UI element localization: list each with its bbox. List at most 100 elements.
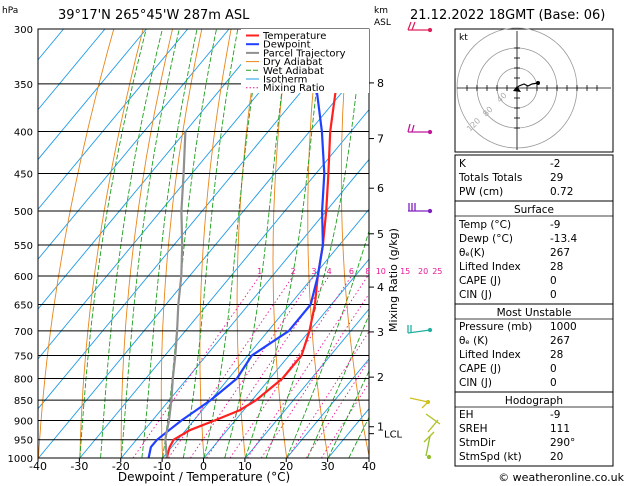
legend-label: Wet Adiabat: [263, 66, 324, 77]
km-unit-label: km: [374, 6, 388, 16]
surface-li-value: 28: [550, 261, 563, 273]
surface-temp-value: -9: [550, 219, 560, 231]
wind-barbs: [407, 21, 441, 460]
wind-barb-700: [407, 325, 433, 334]
hodograph-storm-marker: [513, 86, 521, 92]
isotherm-line: [120, 158, 369, 458]
eh-value: -9: [550, 409, 560, 421]
isotherm-line: [38, 29, 271, 310]
km-tick-label: 1: [377, 421, 384, 434]
temperature-tick-label: 0: [200, 460, 207, 473]
wet-adiabat-line: [306, 313, 369, 458]
y-axis-right-title: Mixing Ratio (g/kg): [387, 228, 400, 332]
isotherm-line: [245, 308, 369, 458]
temperature-tick-label: -30: [70, 460, 88, 473]
temperature-tick-label: 30: [321, 460, 335, 473]
mixing-ratio-line: [286, 330, 369, 458]
pressure-tick-label: 550: [14, 241, 33, 252]
pressure-tick-label: 850: [14, 396, 33, 407]
pressure-tick-label: 400: [14, 128, 33, 139]
isotherm-line: [38, 29, 230, 260]
mu-pressure-value: 1000: [550, 321, 577, 333]
surface-cin-value: 0: [550, 289, 557, 301]
copyright-text: © weatheronline.co.uk: [498, 471, 624, 484]
sreh-label: SREH: [459, 423, 488, 435]
mixing-ratio-label: 6: [349, 267, 354, 276]
wet-adiabat-line: [79, 29, 147, 458]
wet-adiabat-line: [203, 29, 263, 458]
mu-cape-label: CAPE (J): [459, 363, 501, 375]
series-dewpoint: [147, 29, 326, 458]
pw-value: 0.72: [550, 186, 573, 198]
wind-barb-850: [409, 397, 431, 409]
dry-adiabat-line: [38, 29, 115, 458]
mixing-ratio-label: 20: [418, 267, 428, 276]
isotherm-line: [203, 258, 369, 458]
temperature-tick-label: -20: [112, 460, 130, 473]
wind-barb-300: [407, 21, 433, 33]
legend-label: Isotherm: [263, 75, 307, 86]
isotherm-line: [38, 29, 106, 111]
pressure-tick-label: 750: [14, 352, 33, 363]
mixing-ratio-label: 8: [365, 267, 370, 276]
surface-thetae-label: θₑ(K): [459, 247, 485, 259]
surface-table: Surface Temp (°C) -9 Dewp (°C) -13.4 θₑ(…: [454, 200, 614, 305]
km-tick-label: 2: [377, 371, 384, 384]
mixing-ratio-line: [321, 381, 369, 458]
mu-title: Most Unstable: [497, 307, 572, 319]
pressure-tick-label: 450: [14, 170, 33, 181]
mixing-ratio-line: [260, 293, 369, 458]
hodograph-trace: [514, 82, 539, 91]
hodograph-panel: kt 40 80 120: [454, 27, 614, 153]
dry-adiabat-line: [613, 29, 629, 458]
km-tick-label: 4: [377, 281, 384, 294]
most-unstable-table: Most Unstable Pressure (mb) 1000 θₑ (K) …: [454, 303, 614, 393]
pressure-tick-label: 600: [14, 272, 33, 283]
datetime-title: 21.12.2022 18GMT (Base: 06): [410, 8, 605, 23]
wind-barb-925: [423, 413, 441, 443]
surface-dewp-value: -13.4: [550, 233, 577, 245]
mu-li-value: 28: [550, 349, 563, 361]
mixing-ratio-label: 10: [376, 267, 386, 276]
mixing-ratio-labels: 1 2 3 4 6 8 10 15 20 25: [257, 267, 442, 276]
stmdir-value: 290°: [550, 437, 575, 449]
isotherm-line: [79, 108, 369, 458]
eh-label: EH: [459, 409, 474, 421]
mixing-ratio-label: 2: [291, 267, 296, 276]
x-axis-title: Dewpoint / Temperature (°C): [118, 470, 290, 484]
km-tick-label: 6: [377, 182, 384, 195]
pressure-tick-label: 950: [14, 436, 33, 447]
sreh-value: 111: [550, 423, 570, 435]
surface-cape-value: 0: [550, 275, 557, 287]
stmspd-label: StmSpd (kt): [459, 451, 522, 463]
surface-dewp-label: Dewp (°C): [459, 233, 513, 245]
isotherm-line: [162, 208, 369, 458]
hodograph-frame: [454, 28, 614, 153]
profile-series: [147, 29, 351, 458]
hpa-unit-label: hPa: [2, 6, 18, 16]
mixing-ratio-line: [305, 359, 369, 458]
pressure-tick-label: 350: [14, 80, 33, 91]
legend-box: [241, 29, 369, 93]
k-index-label: K: [459, 158, 467, 170]
pressure-tick-label: 700: [14, 327, 33, 338]
hodo-table-title: Hodograph: [505, 395, 563, 407]
km-tick-label: 8: [377, 77, 384, 90]
mu-pressure-label: Pressure (mb): [459, 321, 532, 333]
km-tick-label: 3: [377, 326, 384, 339]
surface-li-label: Lifted Index: [459, 261, 521, 273]
dry-adiabat-line: [405, 29, 452, 458]
pressure-tick-label: 300: [14, 25, 33, 36]
mixing-ratio-line: [247, 275, 369, 458]
mixing-ratio-label: 25: [432, 267, 442, 276]
temperature-tick-label: -40: [29, 460, 47, 473]
km-tick-label: 5: [377, 228, 384, 241]
surface-thetae-value: 267: [550, 247, 570, 259]
legend-label: Parcel Trajectory: [263, 48, 346, 59]
totals-label: Totals Totals: [458, 172, 522, 184]
hodograph-end-dot: [536, 81, 540, 85]
pw-label: PW (cm): [459, 186, 503, 198]
